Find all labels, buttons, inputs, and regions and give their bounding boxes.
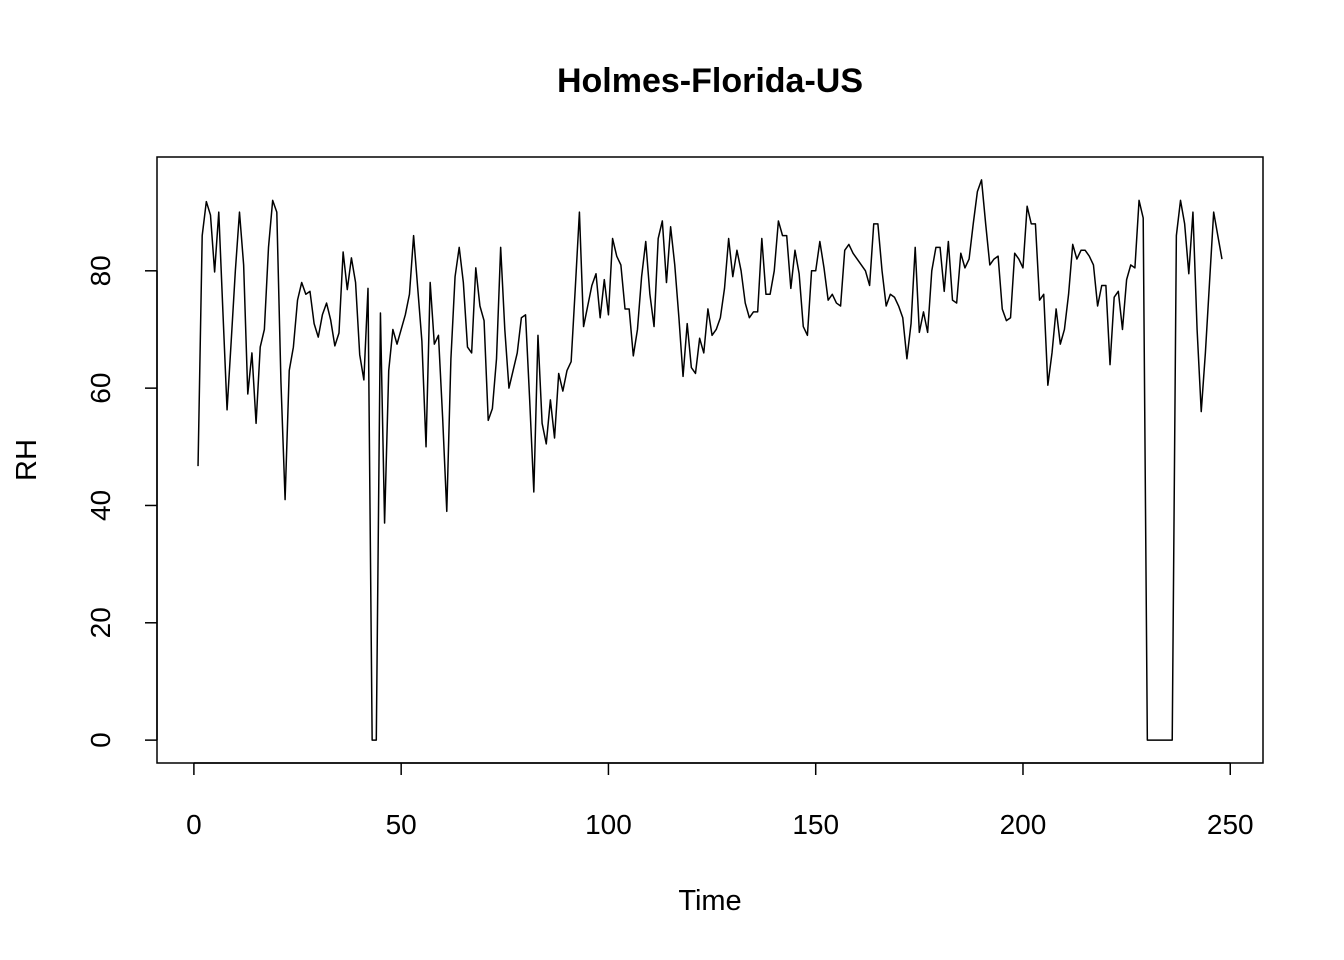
x-tick-label: 150: [792, 809, 839, 840]
data-line: [197, 179, 1223, 741]
y-tick-label: 80: [85, 255, 116, 286]
y-tick-label: 0: [85, 732, 116, 748]
plot-box: [156, 156, 1264, 764]
x-tick-label: 50: [386, 809, 417, 840]
x-tick-label: 100: [585, 809, 632, 840]
x-tick-label: 200: [1000, 809, 1047, 840]
y-tick-label: 20: [85, 607, 116, 638]
y-tick-label: 60: [85, 373, 116, 404]
x-tick-label: 250: [1207, 809, 1254, 840]
y-tick-label: 40: [85, 490, 116, 521]
y-axis-label: RH: [11, 439, 43, 481]
chart-title: Holmes-Florida-US: [557, 62, 863, 100]
x-tick-label: 0: [186, 809, 202, 840]
x-axis-label: Time: [678, 885, 741, 917]
